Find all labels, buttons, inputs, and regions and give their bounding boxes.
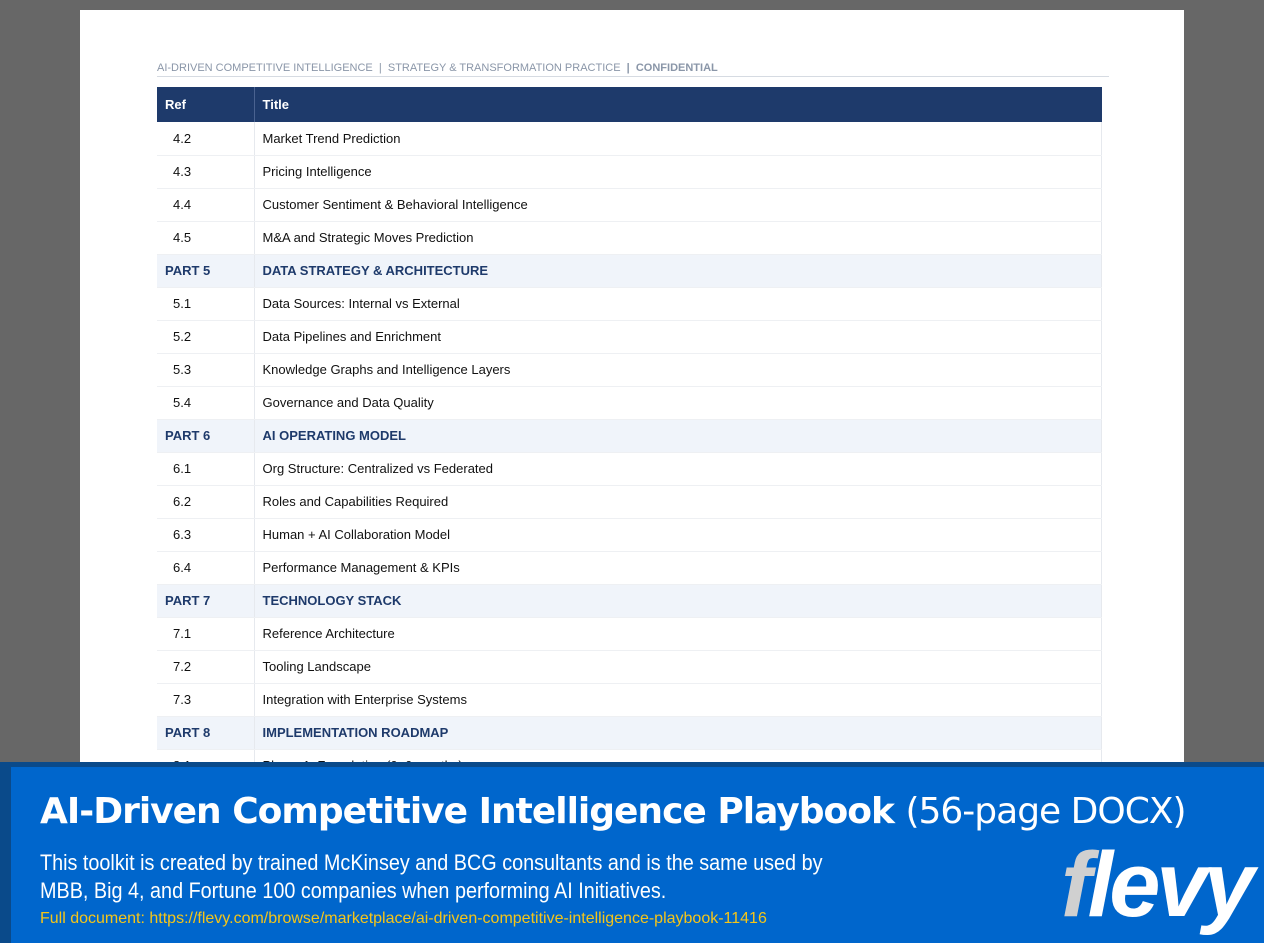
table-row: 7.3 Integration with Enterprise Systems bbox=[157, 683, 1102, 717]
header-confidential: CONFIDENTIAL bbox=[635, 62, 718, 74]
row-title: DATA STRATEGY & ARCHITECTURE bbox=[254, 254, 1102, 288]
row-ref: 5.1 bbox=[157, 287, 255, 321]
banner-description: This toolkit is created by trained McKin… bbox=[40, 850, 823, 903]
row-title: Governance and Data Quality bbox=[254, 386, 1102, 420]
column-ref: Ref bbox=[157, 87, 254, 122]
row-title: TECHNOLOGY STACK bbox=[254, 584, 1102, 618]
row-ref: PART 6 bbox=[157, 419, 255, 453]
row-title: Market Trend Prediction bbox=[254, 122, 1102, 156]
part-row: PART 7 TECHNOLOGY STACK bbox=[157, 584, 1102, 618]
table-row: 4.2 Market Trend Prediction bbox=[157, 122, 1102, 156]
table-row: 4.4 Customer Sentiment & Behavioral Intel… bbox=[157, 188, 1102, 222]
promo-banner: AI-Driven Competitive Intelligence Playb… bbox=[0, 762, 1264, 943]
part-row: PART 8 IMPLEMENTATION ROADMAP bbox=[157, 716, 1102, 750]
flevy-logo: flevy bbox=[1061, 834, 1255, 936]
row-ref: 7.1 bbox=[157, 617, 255, 651]
row-ref: 4.3 bbox=[157, 155, 255, 189]
row-ref: 4.5 bbox=[157, 221, 255, 255]
table-row: 5.3 Knowledge Graphs and Intelligence Lay… bbox=[157, 353, 1102, 387]
row-ref: 7.2 bbox=[157, 650, 255, 684]
row-ref: 5.4 bbox=[157, 386, 255, 420]
header-title: AI-DRIVEN COMPETITIVE INTELLIGENCE bbox=[157, 62, 373, 74]
row-ref: 5.3 bbox=[157, 353, 255, 387]
row-title: Roles and Capabilities Required bbox=[254, 485, 1102, 519]
row-ref: PART 8 bbox=[157, 716, 255, 750]
table-row: 5.2 Data Pipelines and Enrichment bbox=[157, 320, 1102, 354]
separator: | bbox=[626, 62, 630, 74]
row-title: Tooling Landscape bbox=[254, 650, 1102, 684]
table-row: 4.3 Pricing Intelligence bbox=[157, 155, 1102, 189]
document-link[interactable]: Full document: https://flevy.com/browse/… bbox=[40, 910, 767, 927]
table-row: 6.3 Human + AI Collaboration Model bbox=[157, 518, 1102, 552]
row-title: Org Structure: Centralized vs Federated bbox=[254, 452, 1102, 486]
banner-title-text: AI-Driven Competitive Intelligence Playb… bbox=[40, 791, 895, 832]
row-title: Data Sources: Internal vs External bbox=[254, 287, 1102, 321]
contents-table: Ref Title 4.2 Market Trend Prediction 4.3 P… bbox=[157, 87, 1102, 783]
row-ref: 6.2 bbox=[157, 485, 255, 519]
row-ref: 4.2 bbox=[157, 122, 255, 156]
row-title: Knowledge Graphs and Intelligence Layers bbox=[254, 353, 1102, 387]
table-row: 7.2 Tooling Landscape bbox=[157, 650, 1102, 684]
row-ref: PART 5 bbox=[157, 254, 255, 288]
separator: | bbox=[378, 62, 382, 74]
row-ref: 5.2 bbox=[157, 320, 255, 354]
row-ref: 6.1 bbox=[157, 452, 255, 486]
row-title: Performance Management & KPIs bbox=[254, 551, 1102, 585]
row-ref: 6.4 bbox=[157, 551, 255, 585]
row-ref: 4.4 bbox=[157, 188, 255, 222]
row-title: Data Pipelines and Enrichment bbox=[254, 320, 1102, 354]
part-row: PART 6 AI OPERATING MODEL bbox=[157, 419, 1102, 453]
table-row: 6.1 Org Structure: Centralized vs Federat… bbox=[157, 452, 1102, 486]
row-title: Pricing Intelligence bbox=[254, 155, 1102, 189]
running-header: AI-DRIVEN COMPETITIVE INTELLIGENCE | STR… bbox=[157, 62, 1109, 77]
row-ref: 6.3 bbox=[157, 518, 255, 552]
row-title: AI OPERATING MODEL bbox=[254, 419, 1102, 453]
banner-title: AI-Driven Competitive Intelligence Playb… bbox=[40, 791, 1187, 832]
row-title: IMPLEMENTATION ROADMAP bbox=[254, 716, 1102, 750]
row-ref: 7.3 bbox=[157, 683, 255, 717]
banner-subtitle: (56-page DOCX) bbox=[905, 791, 1186, 832]
table-row: 6.2 Roles and Capabilities Required bbox=[157, 485, 1102, 519]
row-ref: PART 7 bbox=[157, 584, 255, 618]
row-title: Integration with Enterprise Systems bbox=[254, 683, 1102, 717]
row-title: Customer Sentiment & Behavioral Intellig… bbox=[254, 188, 1102, 222]
part-row: PART 5 DATA STRATEGY & ARCHITECTURE bbox=[157, 254, 1102, 288]
column-title: Title bbox=[253, 87, 1102, 122]
document-page: AI-DRIVEN COMPETITIVE INTELLIGENCE | STR… bbox=[80, 10, 1184, 783]
table-row: 6.4 Performance Management & KPIs bbox=[157, 551, 1102, 585]
table-row: 4.5 M&A and Strategic Moves Prediction bbox=[157, 221, 1102, 255]
row-title: Reference Architecture bbox=[254, 617, 1102, 651]
table-row: 7.1 Reference Architecture bbox=[157, 617, 1102, 651]
table-row: 5.4 Governance and Data Quality bbox=[157, 386, 1102, 420]
row-title: M&A and Strategic Moves Prediction bbox=[254, 221, 1102, 255]
row-title: Human + AI Collaboration Model bbox=[254, 518, 1102, 552]
header-practice: STRATEGY & TRANSFORMATION PRACTICE bbox=[387, 62, 621, 74]
table-row: 5.1 Data Sources: Internal vs External bbox=[157, 287, 1102, 321]
